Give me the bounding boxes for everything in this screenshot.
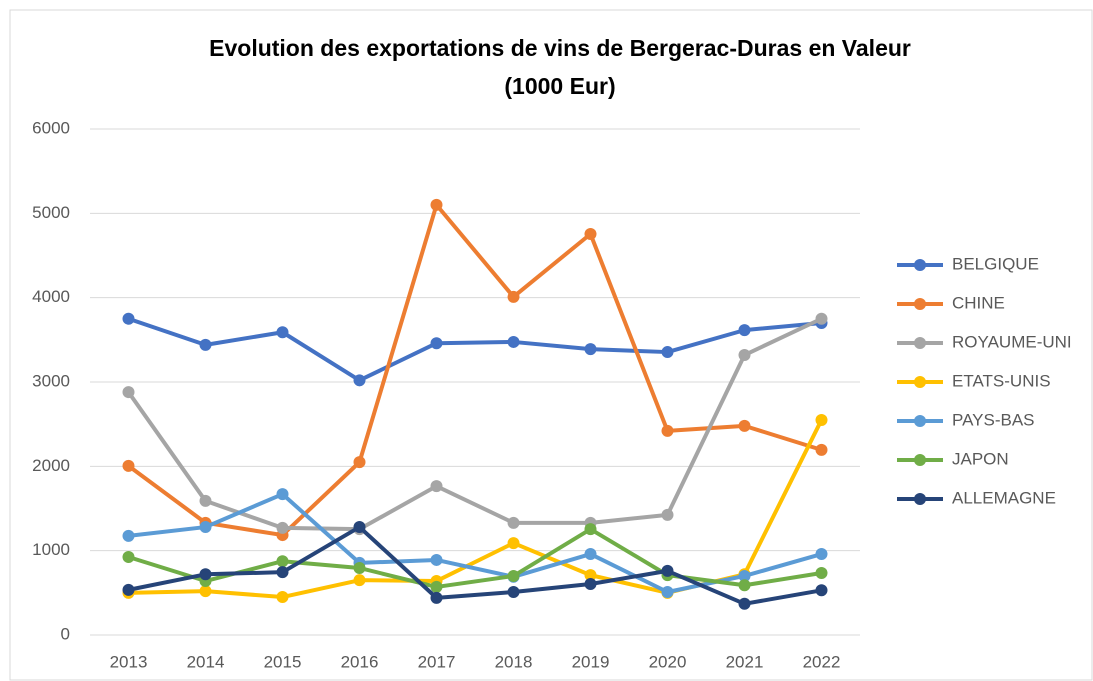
data-point (584, 227, 597, 240)
x-tick-label: 2022 (803, 652, 841, 671)
x-tick-label: 2019 (572, 652, 610, 671)
data-point (199, 585, 212, 598)
data-point (276, 326, 289, 339)
series-line (126, 316, 823, 532)
series-line (128, 525, 822, 606)
data-point (738, 324, 751, 337)
data-point (199, 338, 212, 351)
data-point (353, 374, 366, 387)
data-point (507, 516, 520, 529)
legend-marker (914, 454, 926, 466)
data-point (430, 337, 443, 350)
x-tick-label: 2014 (187, 652, 225, 671)
legend-marker (914, 415, 926, 427)
data-point (507, 569, 520, 582)
legend-label: ROYAUME-UNI (952, 332, 1072, 351)
data-point (276, 521, 289, 534)
data-point (353, 574, 366, 587)
data-point (122, 550, 135, 563)
data-point (507, 537, 520, 550)
legend-label: CHINE (952, 293, 1005, 312)
legend-marker (914, 376, 926, 388)
data-point (661, 346, 674, 359)
data-point (507, 585, 520, 598)
data-point (815, 443, 828, 456)
x-tick-label: 2016 (341, 652, 379, 671)
data-point (584, 343, 597, 356)
data-point (276, 555, 289, 568)
y-tick-label: 4000 (32, 287, 70, 306)
legend-label: ALLEMAGNE (952, 488, 1056, 507)
data-point (738, 597, 751, 610)
data-point (815, 567, 828, 580)
data-point (122, 583, 135, 596)
data-point (738, 569, 751, 582)
data-point (661, 508, 674, 521)
x-tick-label: 2015 (264, 652, 302, 671)
series-line (128, 492, 823, 594)
data-point (815, 413, 828, 426)
data-point (430, 591, 443, 604)
legend-marker (914, 337, 926, 349)
y-tick-label: 3000 (32, 371, 70, 390)
data-point (199, 494, 212, 507)
data-point (276, 566, 289, 579)
data-point (507, 335, 520, 348)
data-point (353, 456, 366, 469)
data-point (738, 349, 751, 362)
legend-label: JAPON (952, 449, 1009, 468)
data-point (353, 561, 366, 574)
data-point (584, 569, 597, 582)
x-tick-label: 2017 (418, 652, 456, 671)
x-tick-label: 2013 (110, 652, 148, 671)
data-point (507, 290, 520, 303)
legend-marker (914, 259, 926, 271)
legend-label: BELGIQUE (952, 254, 1039, 273)
x-tick-label: 2018 (495, 652, 533, 671)
data-point (661, 585, 674, 598)
chart-title: Evolution des exportations de vins de Be… (209, 35, 911, 61)
series-line (127, 202, 823, 538)
y-tick-label: 1000 (32, 540, 70, 559)
data-point (122, 386, 135, 399)
chart-title: (1000 Eur) (504, 73, 615, 99)
data-point (430, 198, 443, 211)
data-point (584, 523, 597, 536)
data-point (815, 584, 828, 597)
data-point (276, 488, 289, 501)
data-point (738, 579, 751, 592)
data-point (738, 419, 751, 432)
data-point (276, 591, 289, 604)
y-tick-label: 0 (61, 624, 70, 643)
data-point (430, 553, 443, 566)
data-point (815, 312, 828, 325)
legend-label: ETATS-UNIS (952, 371, 1051, 390)
data-point (815, 548, 828, 561)
data-point (122, 312, 135, 325)
legend-label: PAYS-BAS (952, 410, 1035, 429)
data-point (584, 548, 597, 561)
data-point (584, 577, 597, 590)
data-point (122, 459, 135, 472)
data-point (353, 521, 366, 534)
series-line (127, 316, 822, 383)
y-tick-label: 5000 (32, 203, 70, 222)
y-tick-label: 2000 (32, 456, 70, 475)
data-point (122, 529, 135, 542)
data-point (430, 480, 443, 493)
x-tick-label: 2020 (649, 652, 687, 671)
data-point (199, 521, 212, 534)
series-line (127, 527, 822, 589)
data-point (661, 564, 674, 577)
y-tick-label: 6000 (32, 118, 70, 137)
data-point (661, 424, 674, 437)
legend-marker (914, 298, 926, 310)
x-tick-label: 2021 (726, 652, 764, 671)
legend-marker (914, 493, 926, 505)
data-point (430, 580, 443, 593)
data-point (199, 568, 212, 581)
